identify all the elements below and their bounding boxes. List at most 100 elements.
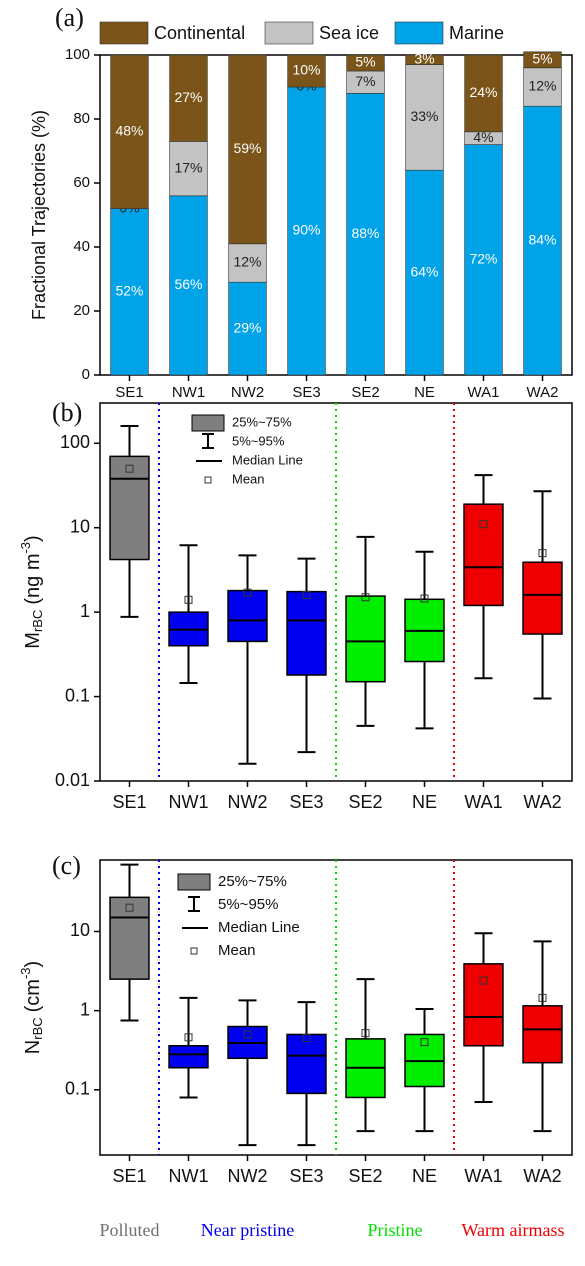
- y-title-unit: (cm: [22, 979, 44, 1012]
- x-tick-label: NW2: [231, 384, 264, 401]
- x-tick-label: SE1: [112, 1166, 146, 1186]
- group-label: Warm airmass: [461, 1220, 564, 1240]
- y-title-unit: (ng m: [22, 554, 44, 605]
- legend-mean: [204, 476, 212, 484]
- mean-marker: [361, 593, 370, 602]
- x-tick-label: SE1: [115, 384, 143, 401]
- mean-marker: [302, 1034, 311, 1043]
- x-tick-label: WA2: [523, 1166, 561, 1186]
- bar-segment: [169, 141, 208, 197]
- y-title-base: M: [22, 632, 44, 649]
- bar-segment: [523, 51, 562, 69]
- x-tick-label: SE1: [112, 792, 146, 812]
- plot-frame: [99, 54, 573, 376]
- group-label: Pristine: [367, 1220, 422, 1240]
- y-title-sub: rBC: [30, 1017, 45, 1039]
- x-tick-label: WA1: [464, 792, 502, 812]
- data-label: 24%: [469, 84, 497, 100]
- panel-label: (c): [52, 851, 81, 880]
- x-tick-label: NW1: [169, 1166, 209, 1186]
- box: [286, 590, 327, 676]
- mean-marker: [125, 903, 134, 912]
- x-tick-label: WA1: [468, 384, 500, 401]
- data-label: 48%: [115, 123, 143, 139]
- bar-segment: [405, 54, 444, 65]
- x-tick-label: SE2: [351, 384, 379, 401]
- legend-label: 5%~95%: [218, 896, 278, 913]
- y-tick-label: 100: [65, 46, 90, 63]
- x-tick-label: WA1: [464, 1166, 502, 1186]
- mean-marker: [125, 464, 134, 473]
- data-label: 12%: [528, 78, 556, 94]
- box: [227, 589, 268, 643]
- y-tick-label: 10: [70, 516, 90, 536]
- bar-segment: [287, 54, 326, 88]
- data-label: 5%: [532, 51, 552, 67]
- y-title-sub: rBC: [30, 610, 45, 632]
- box: [109, 896, 150, 980]
- box: [168, 1045, 209, 1069]
- legend-label: Marine: [449, 23, 504, 43]
- y-tick-label: 80: [73, 110, 90, 127]
- legend-label: 25%~75%: [232, 414, 292, 429]
- data-label: 12%: [233, 254, 261, 270]
- y-tick-label: 0.01: [55, 770, 90, 790]
- x-tick-label: SE3: [289, 792, 323, 812]
- y-tick-label: 40: [73, 238, 90, 255]
- data-label: 10%: [292, 62, 320, 78]
- y-axis-title: Fractional Trajectories (%): [29, 110, 49, 320]
- mean-marker: [361, 1029, 370, 1038]
- box: [286, 1033, 327, 1095]
- y-title-close: ): [22, 961, 44, 968]
- box: [522, 1005, 563, 1064]
- y-title-sup: -3: [18, 542, 33, 554]
- legend-label: Mean: [232, 471, 265, 486]
- y-tick-label: 0.1: [65, 1079, 90, 1099]
- x-tick-label: SE3: [289, 1166, 323, 1186]
- bar-segment: [110, 208, 149, 376]
- box: [345, 595, 386, 683]
- mean-marker: [420, 1038, 429, 1047]
- legend-swatch: [394, 21, 444, 45]
- mean-marker: [538, 549, 547, 558]
- y-axis-title: MrBC (ng m-3): [18, 535, 45, 648]
- legend-box: [177, 873, 211, 891]
- y-axis-title: NrBC (cm-3): [18, 961, 45, 1054]
- legend-label: 25%~75%: [218, 873, 287, 890]
- legend-mean: [190, 947, 198, 955]
- data-label: 56%: [174, 276, 202, 292]
- data-label: 3%: [414, 51, 434, 67]
- data-label: 72%: [469, 251, 497, 267]
- data-label: 64%: [410, 263, 438, 279]
- legend-label: Continental: [154, 23, 245, 43]
- box: [463, 963, 504, 1047]
- x-tick-label: NE: [414, 384, 435, 401]
- box: [522, 561, 563, 635]
- legend-label: Median Line: [218, 919, 300, 936]
- bar-segment: [287, 86, 326, 376]
- y-title-base: N: [22, 1040, 44, 1054]
- legend-box: [191, 414, 225, 432]
- x-tick-label: NW2: [228, 792, 268, 812]
- bar-segment: [464, 54, 503, 133]
- mean-marker: [479, 976, 488, 985]
- bar-segment: [405, 169, 444, 376]
- y-tick-label: 20: [73, 302, 90, 319]
- mean-marker: [538, 993, 547, 1002]
- bar-segment: [464, 144, 503, 376]
- mean-marker: [184, 595, 193, 604]
- x-tick-label: SE2: [348, 1166, 382, 1186]
- bar-segment: [405, 64, 444, 171]
- data-label: 33%: [410, 108, 438, 124]
- bar-segment: [346, 93, 385, 376]
- x-tick-label: NW1: [169, 792, 209, 812]
- box: [109, 455, 150, 561]
- mean-marker: [243, 588, 252, 597]
- data-label: 84%: [528, 231, 556, 247]
- y-title-sup: -3: [18, 967, 33, 979]
- mean-marker: [479, 520, 488, 529]
- x-tick-label: SE2: [348, 792, 382, 812]
- bar-segment: [228, 54, 267, 245]
- legend-label: Mean: [218, 942, 256, 959]
- data-label: 17%: [174, 159, 202, 175]
